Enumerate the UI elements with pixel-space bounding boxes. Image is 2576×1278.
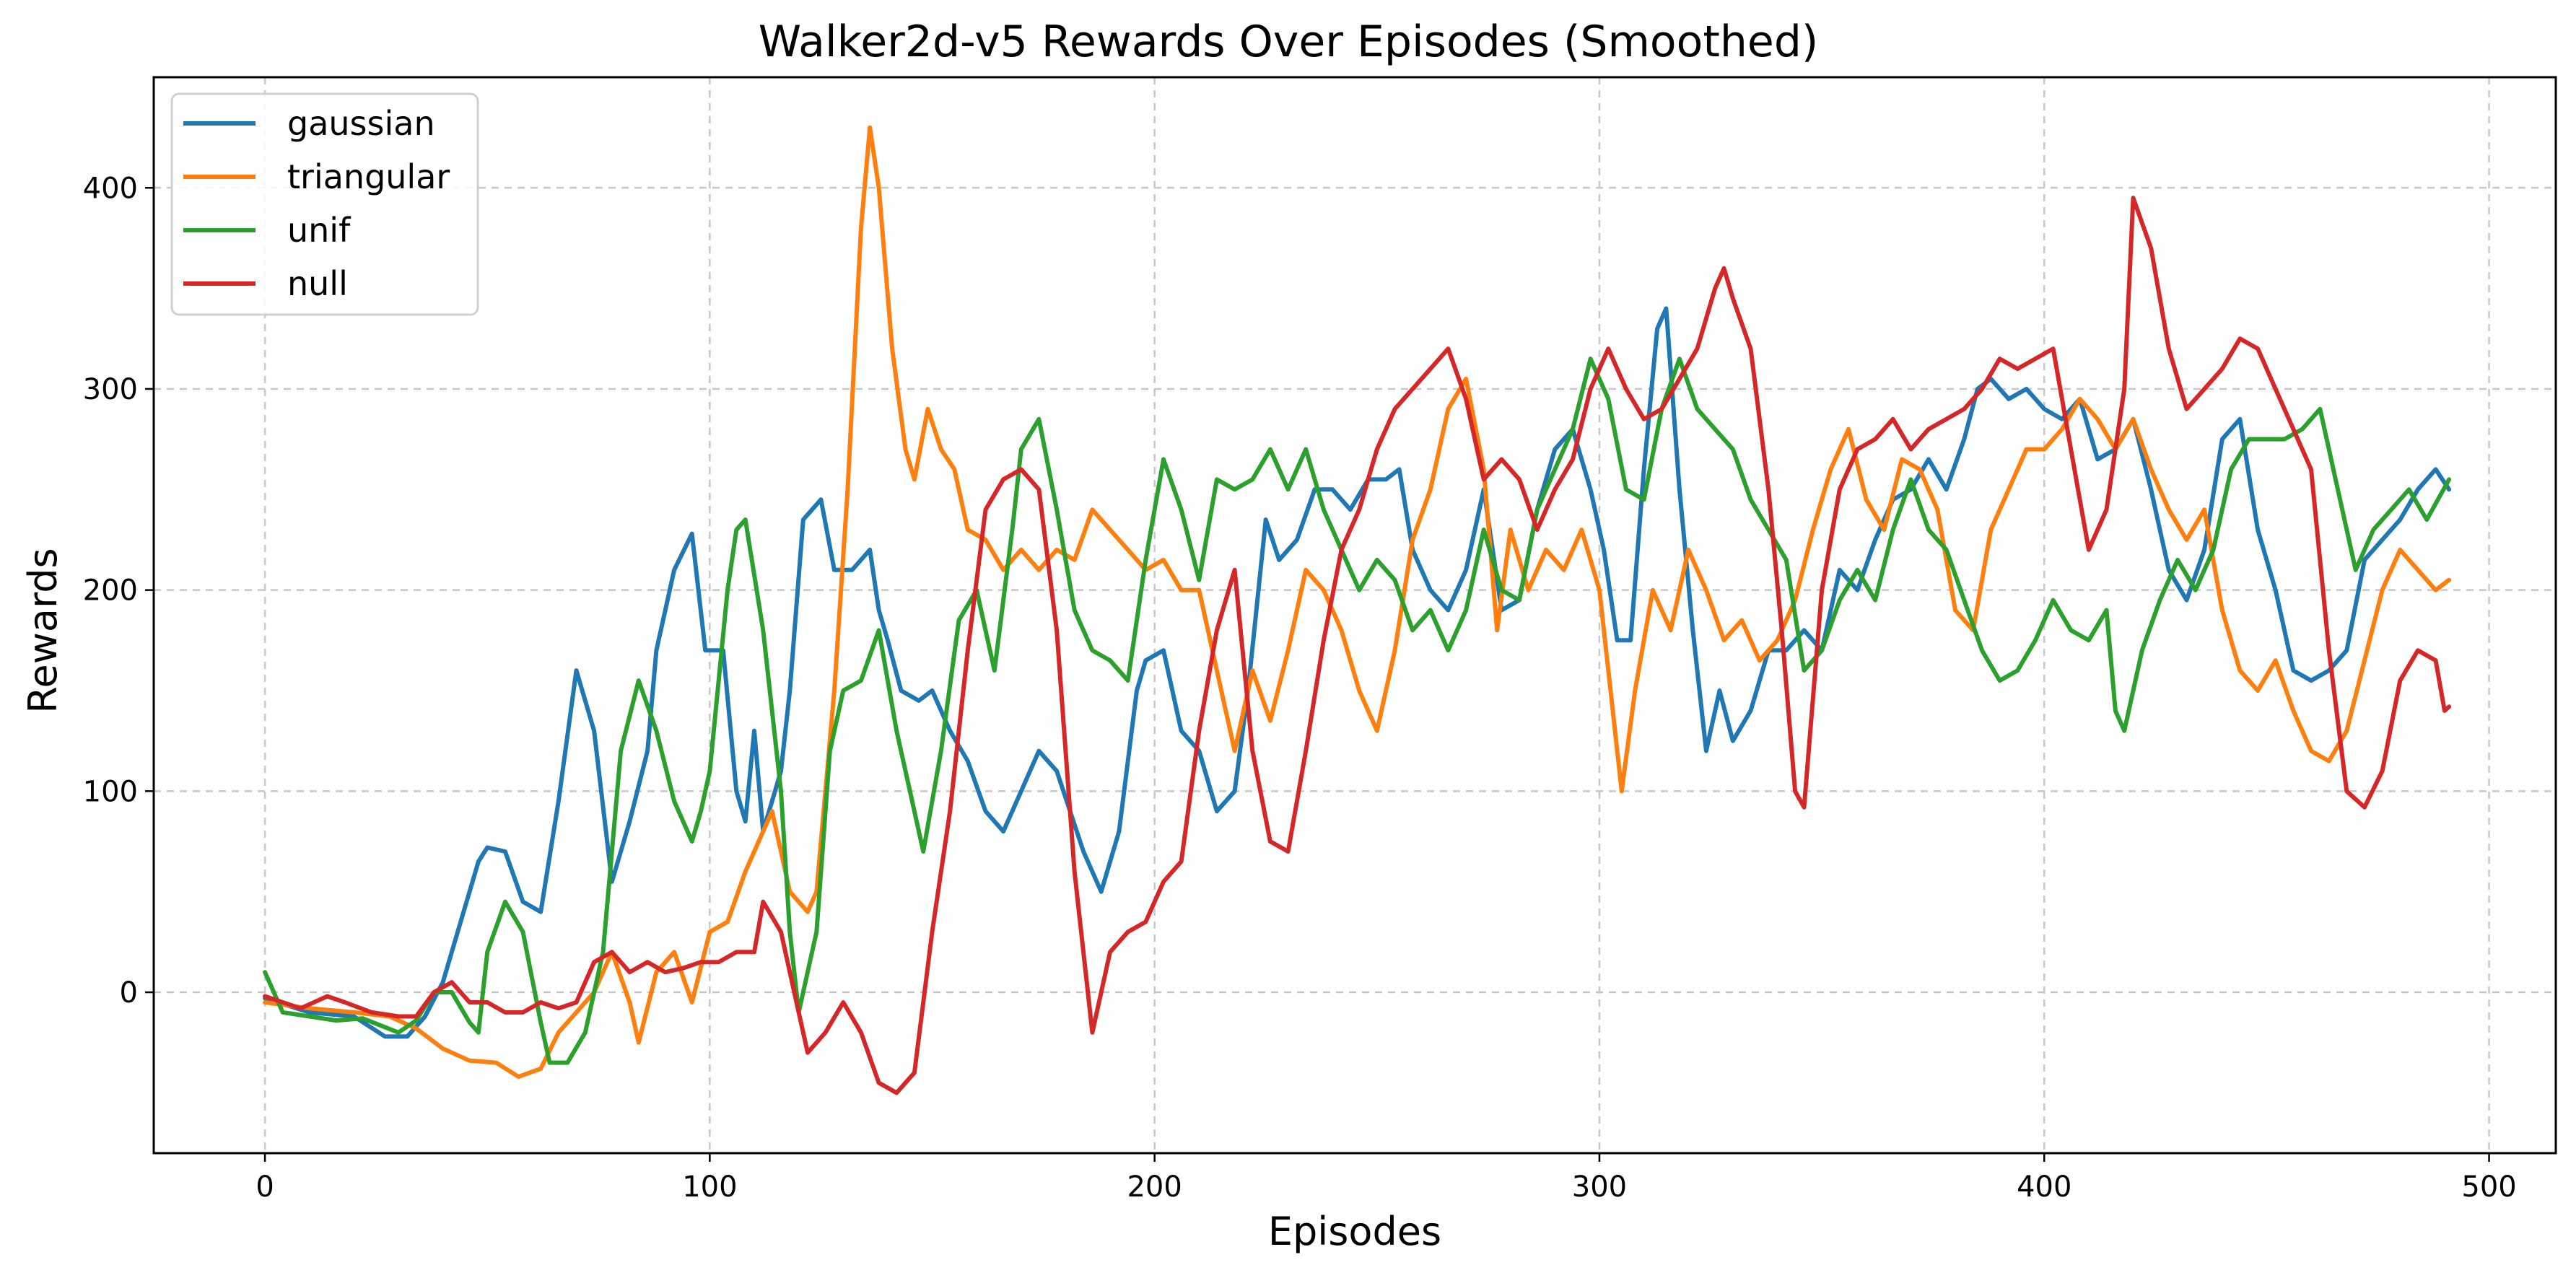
y-tick-label: 0: [120, 976, 138, 1010]
y-axis-ticks: 0 100 200 300 400: [83, 172, 154, 1010]
x-tick-label: 500: [2461, 1170, 2516, 1204]
x-axis-label: Episodes: [1268, 1209, 1441, 1254]
y-tick-label: 400: [83, 172, 138, 205]
series-line-triangular: [263, 125, 2452, 1080]
x-tick-label: 0: [256, 1170, 274, 1204]
x-tick-label: 100: [682, 1170, 737, 1204]
legend-box: [170, 92, 479, 316]
y-tick-label: 100: [83, 775, 138, 808]
chart-title: Walker2d-v5 Rewards Over Episodes (Smoot…: [759, 17, 1819, 67]
x-axis-ticks: 0 100 200 300 400 500: [256, 1153, 2517, 1204]
y-tick-label: 200: [83, 574, 138, 608]
series-layer: [263, 125, 2452, 1095]
x-tick-label: 400: [2017, 1170, 2071, 1204]
y-tick-label: 300: [83, 373, 138, 406]
legend: gaussian triangular unif null: [170, 92, 479, 316]
x-tick-label: 300: [1572, 1170, 1627, 1204]
plot-frame: [152, 76, 2557, 1155]
series-line-null: [263, 196, 2452, 1095]
series-line-unif: [263, 356, 2452, 1065]
legend-label-triangular: triangular: [287, 157, 450, 196]
legend-label-unif: unif: [287, 211, 352, 250]
x-tick-label: 200: [1127, 1170, 1182, 1204]
legend-label-null: null: [287, 264, 348, 303]
y-axis-label: Rewards: [20, 548, 66, 713]
legend-label-gaussian: gaussian: [287, 104, 435, 143]
grid: [154, 77, 2556, 1153]
